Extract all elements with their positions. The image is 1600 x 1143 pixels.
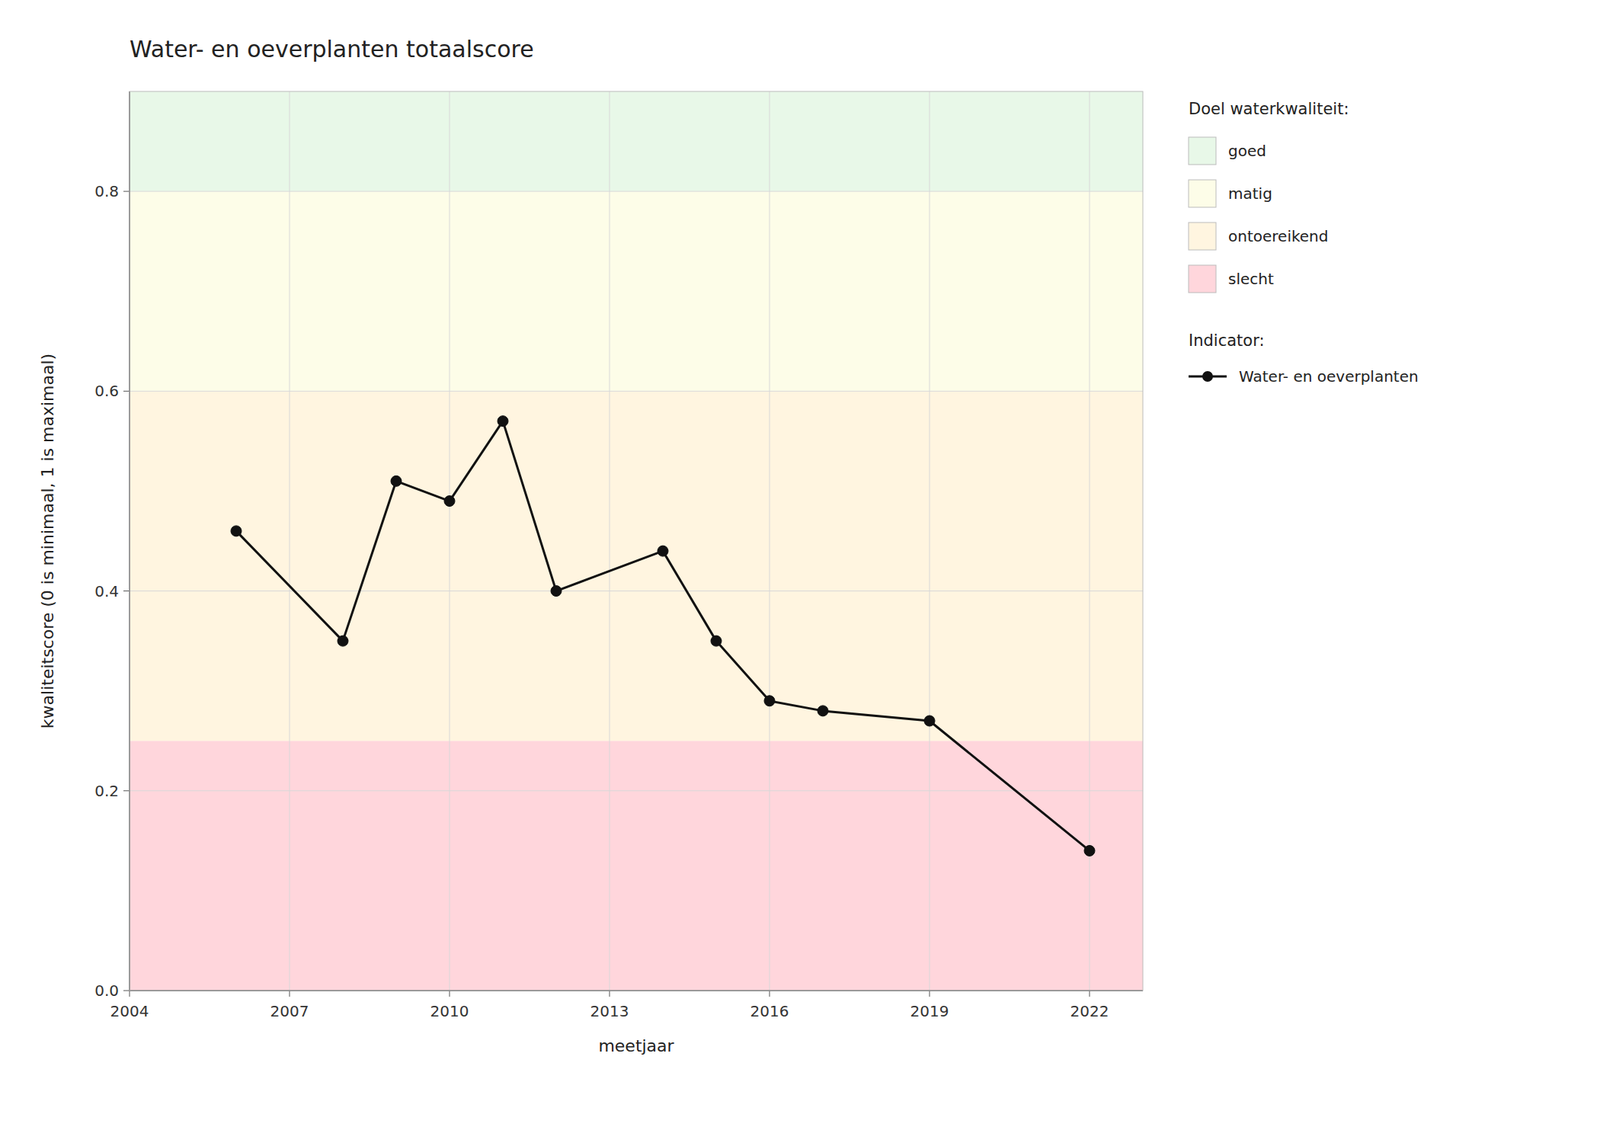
title: Water- en oeverplanten totaalscore [129,35,535,63]
tick-x [609,990,611,997]
tick-label-y: 0.6 [94,381,119,400]
grid-line-y [129,390,1143,392]
grid-line-x [769,91,771,991]
tick-x [769,990,771,997]
legend-label: goed [1228,141,1267,160]
band [129,740,1143,991]
series-point [390,475,402,487]
legend-swatch [1188,137,1216,165]
series-point [550,585,562,597]
chart-container: Water- en oeverplanten totaalscore 0.0 0.2… [0,0,1600,1143]
grid-line-y [129,790,1143,791]
grid-line-x [609,91,611,991]
axes: 0.0 0.2 0.4 0.6 0.8 2004 2007 2010 2013 2016 2019 2… [94,91,1143,1021]
legend-label: ontoereikend [1228,227,1328,246]
tick-label-x: 2019 [910,1001,950,1021]
tick-label-x: 2022 [1070,1001,1110,1021]
legend-label: Water- en oeverplanten [1238,367,1419,386]
tick-y [123,191,130,192]
grid-line-y [129,590,1143,592]
legend-label: matig [1228,184,1273,203]
series-point [924,715,935,727]
tick-x [1089,990,1091,997]
legend: Doel waterkwaliteit: goed matig ontoereiken… [1188,99,1419,386]
tick-label-y: 0.2 [94,781,119,800]
tick-y [123,990,130,992]
tick-label-y: 0.8 [94,182,119,201]
legend-label: slecht [1228,269,1274,288]
grid-line-x [449,91,451,991]
tick-label-x: 2010 [430,1001,470,1021]
tick-y [123,790,130,791]
tick-x [929,990,931,997]
x-axis-label: meetjaar [598,1036,675,1056]
legend-title: Doel waterkwaliteit: [1188,99,1349,119]
data [230,416,1095,857]
tick-x [289,990,291,997]
legend-marker [1202,371,1213,382]
tick-x [449,990,451,997]
series-point [230,525,242,537]
chart-svg: Water- en oeverplanten totaalscore 0.0 0.2… [0,0,1600,1143]
y-axis-label: kwaliteitscore (0 is minimaal, 1 is maxi… [38,353,58,729]
tick-label-x: 2013 [590,1001,630,1021]
tick-y [123,390,130,392]
series-point [1084,844,1095,856]
tick-label-x: 2016 [750,1001,790,1021]
tick-x [129,990,131,997]
tick-label-y: 0.0 [94,981,119,1000]
series-point [817,705,829,717]
bands [129,91,1143,991]
series-point [497,416,509,427]
series-line [236,421,1090,852]
series-point [444,496,455,507]
legend-title: Indicator: [1188,331,1265,350]
grid-line-y [129,191,1143,192]
series-point [657,545,669,557]
grid-line-x [289,91,291,991]
tick-label-y: 0.4 [94,582,119,601]
legend-swatch [1188,265,1216,293]
band [129,390,1143,741]
series-point [337,635,349,647]
grid [129,91,1143,991]
tick-label-x: 2004 [110,1001,150,1021]
series-point [764,695,775,707]
series-point [710,635,722,647]
tick-y [123,590,130,592]
band [129,91,1143,192]
legend-swatch [1188,222,1216,250]
band [129,191,1143,391]
grid-line-x [929,91,931,991]
plot-frame [129,91,1143,991]
tick-label-x: 2007 [270,1001,310,1021]
legend-swatch [1188,179,1216,208]
